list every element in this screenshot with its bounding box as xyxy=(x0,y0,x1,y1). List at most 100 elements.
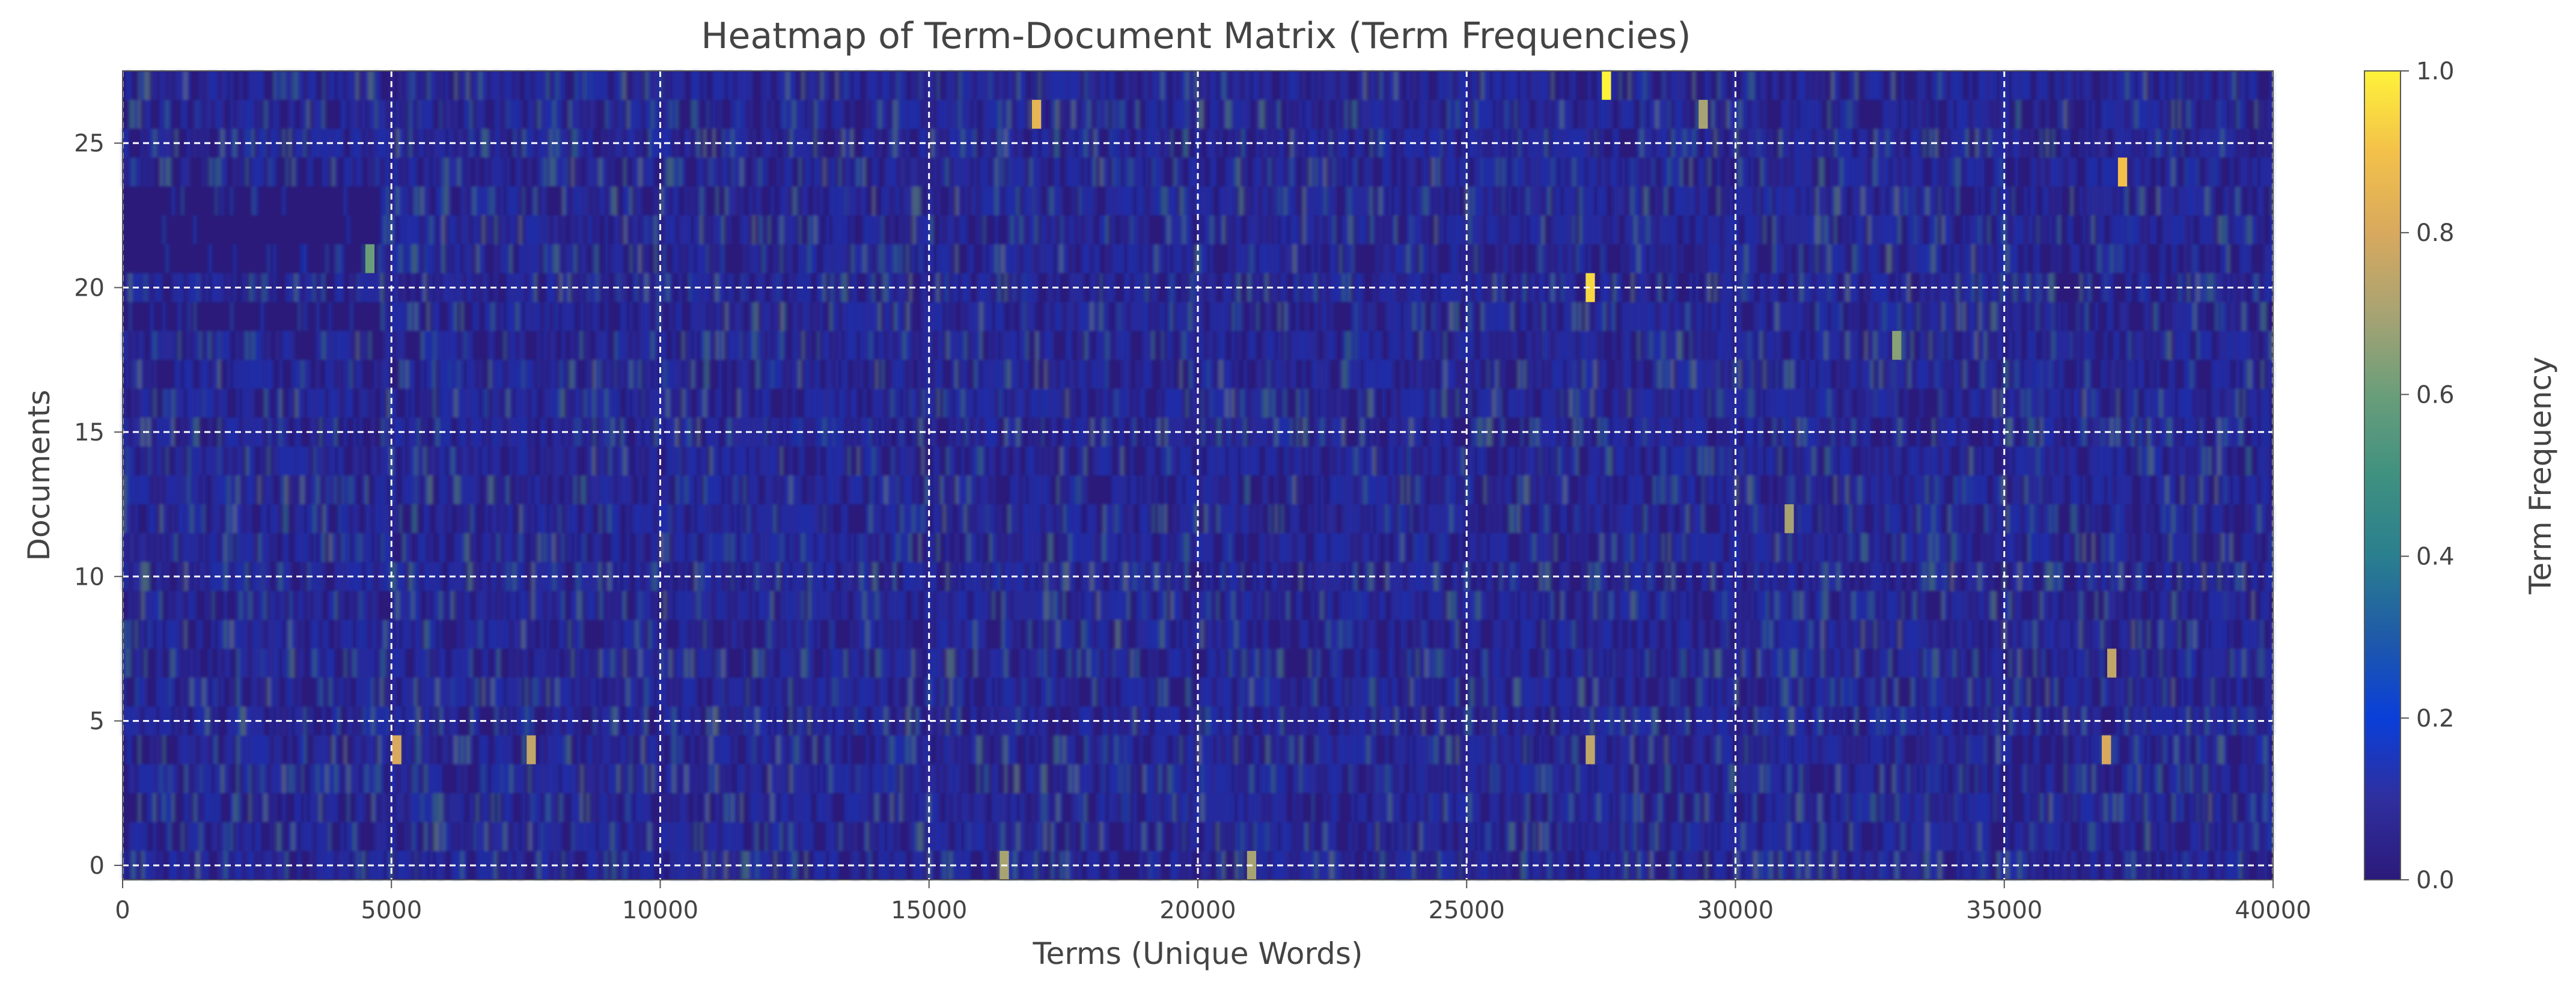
heatmap-cell xyxy=(141,677,144,707)
heatmap-cell xyxy=(679,735,682,764)
heatmap-cell xyxy=(740,620,743,649)
heatmap-cell xyxy=(1806,735,1810,764)
heatmap-cell xyxy=(316,648,320,678)
heatmap-cell xyxy=(494,822,498,851)
heatmap-cell xyxy=(1536,793,1539,822)
heatmap-cell xyxy=(1726,648,1730,678)
heatmap-cell xyxy=(669,591,673,620)
heatmap-cell xyxy=(218,620,221,649)
heatmap-cell xyxy=(697,591,700,620)
heatmap-cell xyxy=(1471,677,1474,707)
heatmap-cell xyxy=(1415,764,1419,793)
heatmap-cell xyxy=(427,822,430,851)
heatmap-cell xyxy=(1262,706,1266,736)
heatmap-cell xyxy=(2018,822,2021,851)
heatmap-cell xyxy=(691,850,694,880)
heatmap-cell xyxy=(1219,620,1222,649)
heatmap-cell xyxy=(1415,735,1419,764)
heatmap-cell xyxy=(1336,562,1340,591)
heatmap-cell xyxy=(1130,562,1134,591)
heatmap-cell xyxy=(1867,677,1871,707)
heatmap-cell xyxy=(866,764,870,793)
heatmap-cell xyxy=(949,677,953,707)
heatmap-cell xyxy=(1204,793,1207,822)
heatmap-cell xyxy=(1281,793,1284,822)
heatmap-cell xyxy=(1578,648,1582,678)
heatmap-cell xyxy=(1815,677,1819,707)
heatmap-cell xyxy=(644,648,648,678)
heatmap-cell xyxy=(1265,764,1269,793)
heatmap-cell xyxy=(1827,591,1831,620)
heatmap-cell xyxy=(2128,764,2132,793)
heatmap-cell xyxy=(298,793,301,822)
heatmap-cell xyxy=(2076,764,2080,793)
heatmap-cell xyxy=(977,793,980,822)
heatmap-cell xyxy=(1661,648,1665,678)
heatmap-cell xyxy=(890,822,894,851)
heatmap-cell xyxy=(1803,822,1807,851)
heatmap-cell xyxy=(298,591,301,620)
heatmap-cell xyxy=(804,822,808,851)
heatmap-cell xyxy=(374,850,378,880)
heatmap-cell xyxy=(1311,793,1315,822)
heatmap-cell xyxy=(933,648,937,678)
heatmap-cell xyxy=(153,591,157,620)
heatmap-cell xyxy=(1400,648,1404,678)
heatmap-cell xyxy=(2138,620,2141,649)
heatmap-cell xyxy=(599,648,602,678)
heatmap-cell xyxy=(2033,591,2037,620)
heatmap-cell xyxy=(829,822,832,851)
heatmap-cell xyxy=(2184,706,2187,736)
heatmap-cell xyxy=(1256,648,1260,678)
heatmap-cell xyxy=(233,562,237,591)
heatmap-cell xyxy=(1514,822,1518,851)
heatmap-cell xyxy=(1075,764,1078,793)
heatmap-cell xyxy=(1661,822,1665,851)
heatmap-cell xyxy=(1167,620,1170,649)
heatmap-cell xyxy=(577,822,581,851)
heatmap-cell xyxy=(1259,822,1263,851)
heatmap-cell xyxy=(439,822,442,851)
heatmap-cell xyxy=(1081,562,1084,591)
heatmap-cell xyxy=(2024,793,2028,822)
heatmap-cell xyxy=(1099,735,1103,764)
heatmap-cell xyxy=(1997,764,2000,793)
heatmap-cell xyxy=(1846,764,1849,793)
heatmap-cell xyxy=(1821,677,1825,707)
heatmap-cell xyxy=(1406,591,1410,620)
heatmap-cell xyxy=(1938,850,1941,880)
heatmap-cell xyxy=(644,822,648,851)
heatmap-cell xyxy=(1959,764,1963,793)
heatmap-cell xyxy=(2061,793,2065,822)
heatmap-cell xyxy=(731,822,734,851)
heatmap-cell xyxy=(2260,793,2264,822)
heatmap-cell xyxy=(1714,764,1717,793)
heatmap-cell xyxy=(427,706,430,736)
heatmap-cell xyxy=(506,620,510,649)
heatmap-cell xyxy=(986,850,989,880)
heatmap-cell xyxy=(669,648,673,678)
heatmap-cell xyxy=(887,764,891,793)
heatmap-cell xyxy=(1784,735,1788,764)
heatmap-cell xyxy=(1425,648,1429,678)
heatmap-cell xyxy=(1130,677,1134,707)
heatmap-cell xyxy=(1164,677,1167,707)
heatmap-cell xyxy=(771,620,774,649)
heatmap-cell xyxy=(1115,735,1119,764)
heatmap-cell xyxy=(1198,677,1201,707)
heatmap-cell xyxy=(399,591,403,620)
heatmap-cell xyxy=(1155,822,1158,851)
heatmap-cell xyxy=(1622,850,1625,880)
heatmap-cell xyxy=(1247,591,1250,620)
heatmap-cell xyxy=(1471,591,1474,620)
heatmap-cell xyxy=(1198,764,1201,793)
heatmap-cell xyxy=(347,822,350,851)
heatmap-cell xyxy=(1613,764,1616,793)
heatmap-cell xyxy=(961,793,965,822)
heatmap-cell xyxy=(1729,764,1733,793)
heatmap-cell xyxy=(614,764,617,793)
heatmap-cell xyxy=(1649,735,1653,764)
heatmap-cell xyxy=(291,648,295,678)
heatmap-cell xyxy=(811,648,814,678)
heatmap-cell xyxy=(599,822,602,851)
